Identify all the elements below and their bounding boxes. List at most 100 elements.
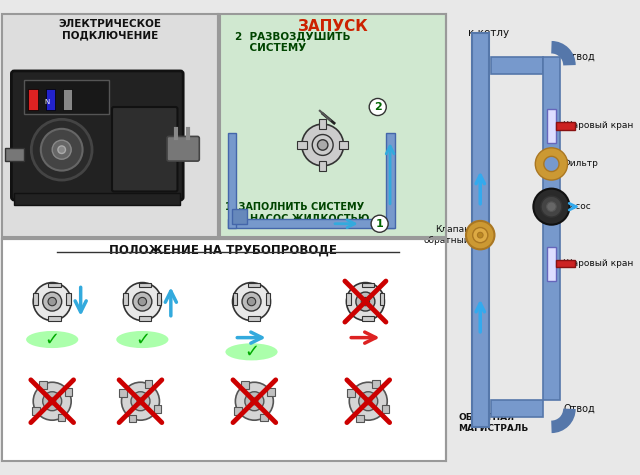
FancyBboxPatch shape (12, 71, 183, 200)
Text: ✓: ✓ (45, 331, 60, 349)
Bar (232, 293, 237, 305)
Bar (491, 400, 543, 418)
Bar (157, 293, 161, 305)
Circle shape (58, 146, 65, 153)
Text: к котлу: к котлу (468, 28, 509, 38)
Bar (145, 380, 152, 388)
Bar (547, 247, 556, 281)
Bar (266, 293, 271, 305)
Circle shape (369, 98, 387, 115)
Text: ЭЛЕКТРИЧЕСКОЕ
ПОДКЛЮЧЕНИЕ: ЭЛЕКТРИЧЕСКОЕ ПОДКЛЮЧЕНИЕ (59, 19, 161, 40)
Circle shape (49, 398, 56, 405)
Bar (24, 80, 109, 114)
Text: N: N (45, 99, 50, 105)
Circle shape (245, 392, 264, 411)
Bar (58, 414, 65, 421)
FancyBboxPatch shape (112, 107, 177, 191)
Circle shape (122, 382, 159, 420)
Bar (33, 293, 38, 305)
Bar (228, 219, 394, 228)
Bar (234, 407, 242, 415)
Ellipse shape (225, 343, 278, 361)
Ellipse shape (26, 331, 78, 348)
Bar (491, 57, 543, 74)
Circle shape (133, 292, 152, 311)
Circle shape (242, 292, 261, 311)
Text: Шаровый кран: Шаровый кран (563, 122, 633, 131)
Bar (49, 316, 61, 321)
Circle shape (364, 398, 372, 405)
Text: 1: 1 (376, 219, 383, 229)
Bar (139, 283, 151, 287)
Bar (139, 316, 151, 321)
Bar (346, 293, 351, 305)
Bar (228, 133, 236, 228)
Bar (241, 381, 249, 389)
Bar (220, 14, 446, 237)
Circle shape (466, 221, 495, 249)
Text: ПОЛОЖЕНИЕ НА ТРУБОПРОВОДЕ: ПОЛОЖЕНИЕ НА ТРУБОПРОВОДЕ (109, 244, 337, 256)
Bar (556, 122, 575, 130)
Bar (32, 407, 40, 415)
Text: 1  ЗАПОЛНИТЬ СИСТЕМУ
    И НАСОС ЖИДКОСТЬЮ: 1 ЗАПОЛНИТЬ СИСТЕМУ И НАСОС ЖИДКОСТЬЮ (225, 202, 369, 224)
Bar (124, 293, 128, 305)
Bar (67, 293, 71, 305)
Circle shape (48, 297, 56, 306)
Circle shape (302, 124, 344, 166)
Text: Клапан
обратный: Клапан обратный (423, 226, 470, 245)
Text: ✓: ✓ (135, 331, 150, 349)
Circle shape (33, 283, 71, 321)
Text: Шаровый кран: Шаровый кран (563, 259, 633, 268)
Bar (381, 406, 389, 413)
Circle shape (43, 392, 61, 411)
Circle shape (232, 283, 271, 321)
Circle shape (541, 196, 562, 217)
Bar (2, 239, 446, 461)
Bar (319, 161, 326, 171)
Circle shape (317, 140, 328, 150)
Circle shape (131, 392, 150, 411)
Bar (28, 89, 38, 110)
Circle shape (247, 297, 256, 306)
Text: 2  РАЗВОЗДУШИТЬ
    СИСТЕМУ: 2 РАЗВОЗДУШИТЬ СИСТЕМУ (236, 31, 351, 53)
Bar (339, 141, 348, 149)
Bar (65, 388, 72, 396)
FancyBboxPatch shape (167, 136, 199, 161)
Circle shape (43, 292, 61, 311)
Circle shape (349, 382, 387, 420)
Bar (543, 57, 560, 400)
Circle shape (31, 119, 92, 180)
Circle shape (236, 382, 273, 420)
Bar (362, 283, 374, 287)
Circle shape (361, 297, 369, 306)
Bar (297, 141, 307, 149)
Ellipse shape (116, 331, 168, 348)
Bar (260, 414, 268, 421)
Bar (372, 380, 380, 388)
Circle shape (52, 140, 71, 159)
Text: 2: 2 (374, 102, 381, 112)
Bar (248, 283, 260, 287)
Bar (547, 109, 556, 143)
Bar (267, 388, 275, 396)
Bar (356, 415, 364, 422)
Circle shape (250, 398, 258, 405)
Circle shape (371, 215, 388, 232)
Circle shape (477, 232, 483, 238)
Bar (14, 193, 180, 205)
Text: ЗАПУСК: ЗАПУСК (298, 19, 369, 34)
Bar (348, 390, 355, 397)
Wedge shape (535, 148, 568, 180)
Text: Фильтр: Фильтр (563, 160, 598, 169)
Circle shape (547, 202, 556, 211)
Bar (120, 390, 127, 397)
Bar (129, 415, 136, 422)
Bar (472, 33, 489, 427)
Text: Отвод: Отвод (564, 52, 595, 62)
Circle shape (533, 189, 570, 225)
Circle shape (124, 283, 161, 321)
Bar (63, 89, 72, 110)
Bar (154, 406, 161, 413)
Bar (45, 89, 55, 110)
Text: Отвод: Отвод (564, 404, 595, 414)
